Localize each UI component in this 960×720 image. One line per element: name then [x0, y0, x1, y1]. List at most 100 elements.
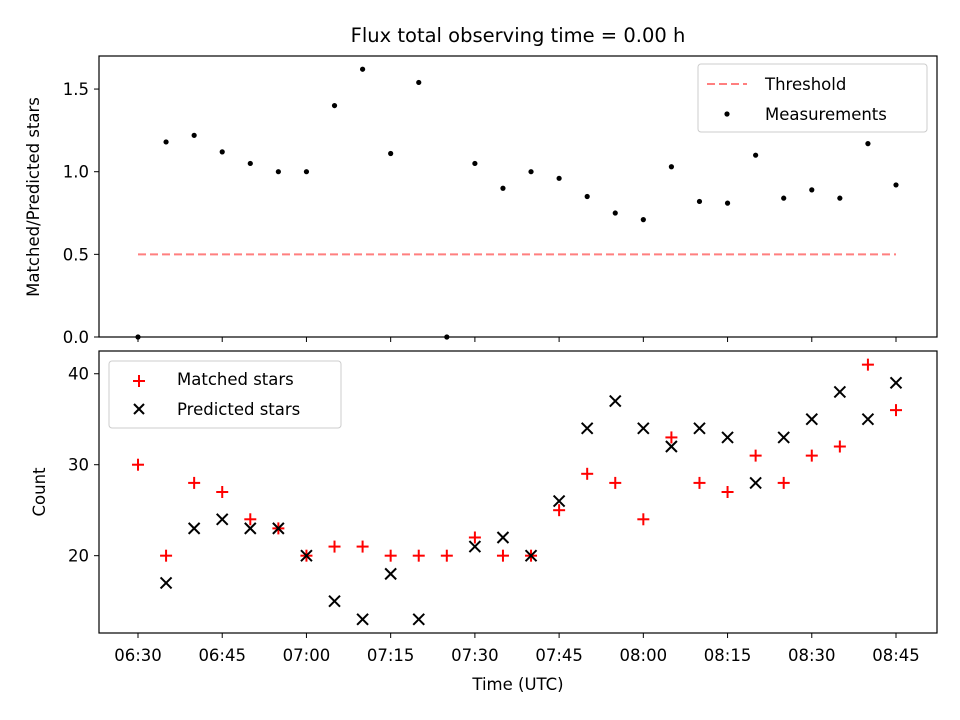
- bottom-x-tick-label: 06:45: [198, 646, 246, 665]
- predicted-star-point: [216, 513, 229, 526]
- predicted-star-point: [552, 494, 566, 508]
- predicted-star-point: [833, 385, 847, 399]
- predicted-star-point: [805, 413, 818, 426]
- bottom-axes-frame: [98, 350, 938, 634]
- measurement-point: [781, 195, 787, 201]
- predicted-star-point: [749, 476, 762, 490]
- top-y-ticks: 0.0 0.5 1.0 1.5: [63, 80, 99, 347]
- predicted-star-point: [889, 376, 903, 390]
- matched-star-point: [609, 476, 622, 489]
- measurement-point: [724, 200, 731, 206]
- predicted-star-point: [159, 576, 173, 590]
- top-axes-frame: [98, 55, 938, 338]
- matched-star-point: [665, 431, 678, 444]
- matched-star-point: [440, 549, 453, 562]
- predicted-star-point: [665, 440, 678, 453]
- bottom-x-tick-label: 08:45: [872, 646, 920, 665]
- predicted-star-point: [777, 431, 790, 444]
- matched-star-point: [412, 549, 425, 562]
- matched-star-point: [890, 404, 902, 417]
- measurement-point: [163, 139, 169, 145]
- chart-title: Flux total observing time = 0.00 h: [351, 24, 686, 47]
- measurement-point: [865, 141, 871, 147]
- legend-measurements-label: Measurements: [765, 105, 887, 124]
- measurement-point: [640, 217, 646, 223]
- predicted-star-point: [637, 422, 650, 435]
- bottom-legend-box: [108, 360, 342, 429]
- matched-star-point: [553, 504, 566, 517]
- legend-predicted-label: Predicted stars: [177, 400, 300, 419]
- predicted-star-point: [384, 567, 397, 581]
- matched-star-point: [384, 549, 397, 562]
- predicted-star-point: [468, 540, 482, 553]
- bottom-legend: Matched stars Predicted stars: [108, 360, 342, 429]
- bottom-x-tick-label: 08:30: [788, 646, 836, 665]
- measurement-point: [584, 193, 590, 200]
- bottom-x-tick-label: 08:00: [620, 646, 668, 665]
- bottom-x-tick-label: 07:45: [535, 646, 583, 665]
- matched-star-point: [749, 449, 762, 462]
- matched-star-point: [328, 540, 341, 553]
- predicted-star-point: [187, 522, 201, 535]
- matched-star-point: [833, 440, 846, 453]
- top-y-axis-label: Matched/Predicted stars: [24, 97, 43, 297]
- top-panel: 0.0 0.5 1.0 1.5 Matched/Predicted stars Thr…: [24, 55, 938, 347]
- matched-star-point: [496, 549, 509, 562]
- measurement-point: [359, 66, 366, 72]
- predicted-star-point: [328, 594, 341, 608]
- bottom-x-ticks: 06:30 06:45 07:00 07:15 07:30 07:45 08:00 08:15…: [114, 633, 920, 665]
- bottom-x-tick-label: 08:15: [704, 646, 752, 665]
- bottom-y-ticks: 20 30 40: [68, 365, 99, 566]
- predicted-star-point: [580, 422, 594, 435]
- legend-predicted-swatch: [133, 403, 145, 415]
- predicted-star-point: [861, 413, 875, 426]
- matched-star-point: [861, 358, 874, 371]
- matched-star-point: [805, 449, 818, 462]
- bottom-x-tick-label: 07:15: [367, 646, 415, 665]
- predicted-star-point: [496, 531, 510, 544]
- predicted-star-point: [244, 522, 257, 535]
- legend-matched-swatch: [133, 375, 145, 387]
- top-y-tick-label: 0.5: [63, 245, 89, 264]
- bottom-x-tick-label: 07:00: [283, 646, 331, 665]
- top-plot-area: [135, 66, 899, 340]
- measurement-point: [303, 169, 310, 175]
- measurement-point: [331, 102, 338, 109]
- measurement-point: [472, 160, 478, 167]
- matched-star-point: [468, 531, 481, 544]
- top-y-tick-label: 1.0: [63, 163, 89, 182]
- matched-star-point: [581, 467, 594, 480]
- x-axis-label: Time (UTC): [471, 675, 563, 694]
- matched-star-point: [693, 476, 706, 489]
- top-x-ticks: [137, 337, 897, 342]
- matched-star-point: [160, 549, 173, 562]
- legend-threshold-label: Threshold: [764, 75, 846, 94]
- bottom-plot-area: [132, 358, 903, 626]
- predicted-star-point: [524, 549, 538, 562]
- measurement-point: [275, 169, 281, 175]
- matched-star-point: [244, 513, 257, 526]
- measurement-point: [612, 210, 618, 216]
- measurement-point: [893, 182, 899, 188]
- measurement-point: [753, 152, 759, 158]
- bottom-y-tick-label: 20: [68, 547, 89, 566]
- measurement-point: [668, 164, 675, 170]
- matched-star-point: [637, 513, 650, 526]
- predicted-star-point: [272, 522, 285, 535]
- bottom-panel: 20 30 40 06:30 06:45 07:00 07:15 07:30 07:45 08:…: [30, 350, 938, 694]
- matched-star-point: [356, 540, 369, 553]
- top-legend-box: [697, 63, 928, 133]
- predicted-star-point: [300, 549, 313, 562]
- predicted-star-point: [412, 613, 425, 626]
- legend-measurements-swatch: [724, 111, 730, 117]
- measurement-point: [500, 185, 506, 191]
- matched-star-point: [216, 486, 229, 498]
- bottom-y-axis-label: Count: [30, 467, 49, 517]
- measurement-point: [416, 79, 422, 86]
- bottom-y-tick-label: 30: [68, 456, 89, 475]
- top-y-tick-label: 0.0: [63, 328, 89, 347]
- measurement-point: [388, 150, 394, 157]
- bottom-x-tick-label: 06:30: [114, 646, 162, 665]
- matched-star-point: [721, 486, 734, 498]
